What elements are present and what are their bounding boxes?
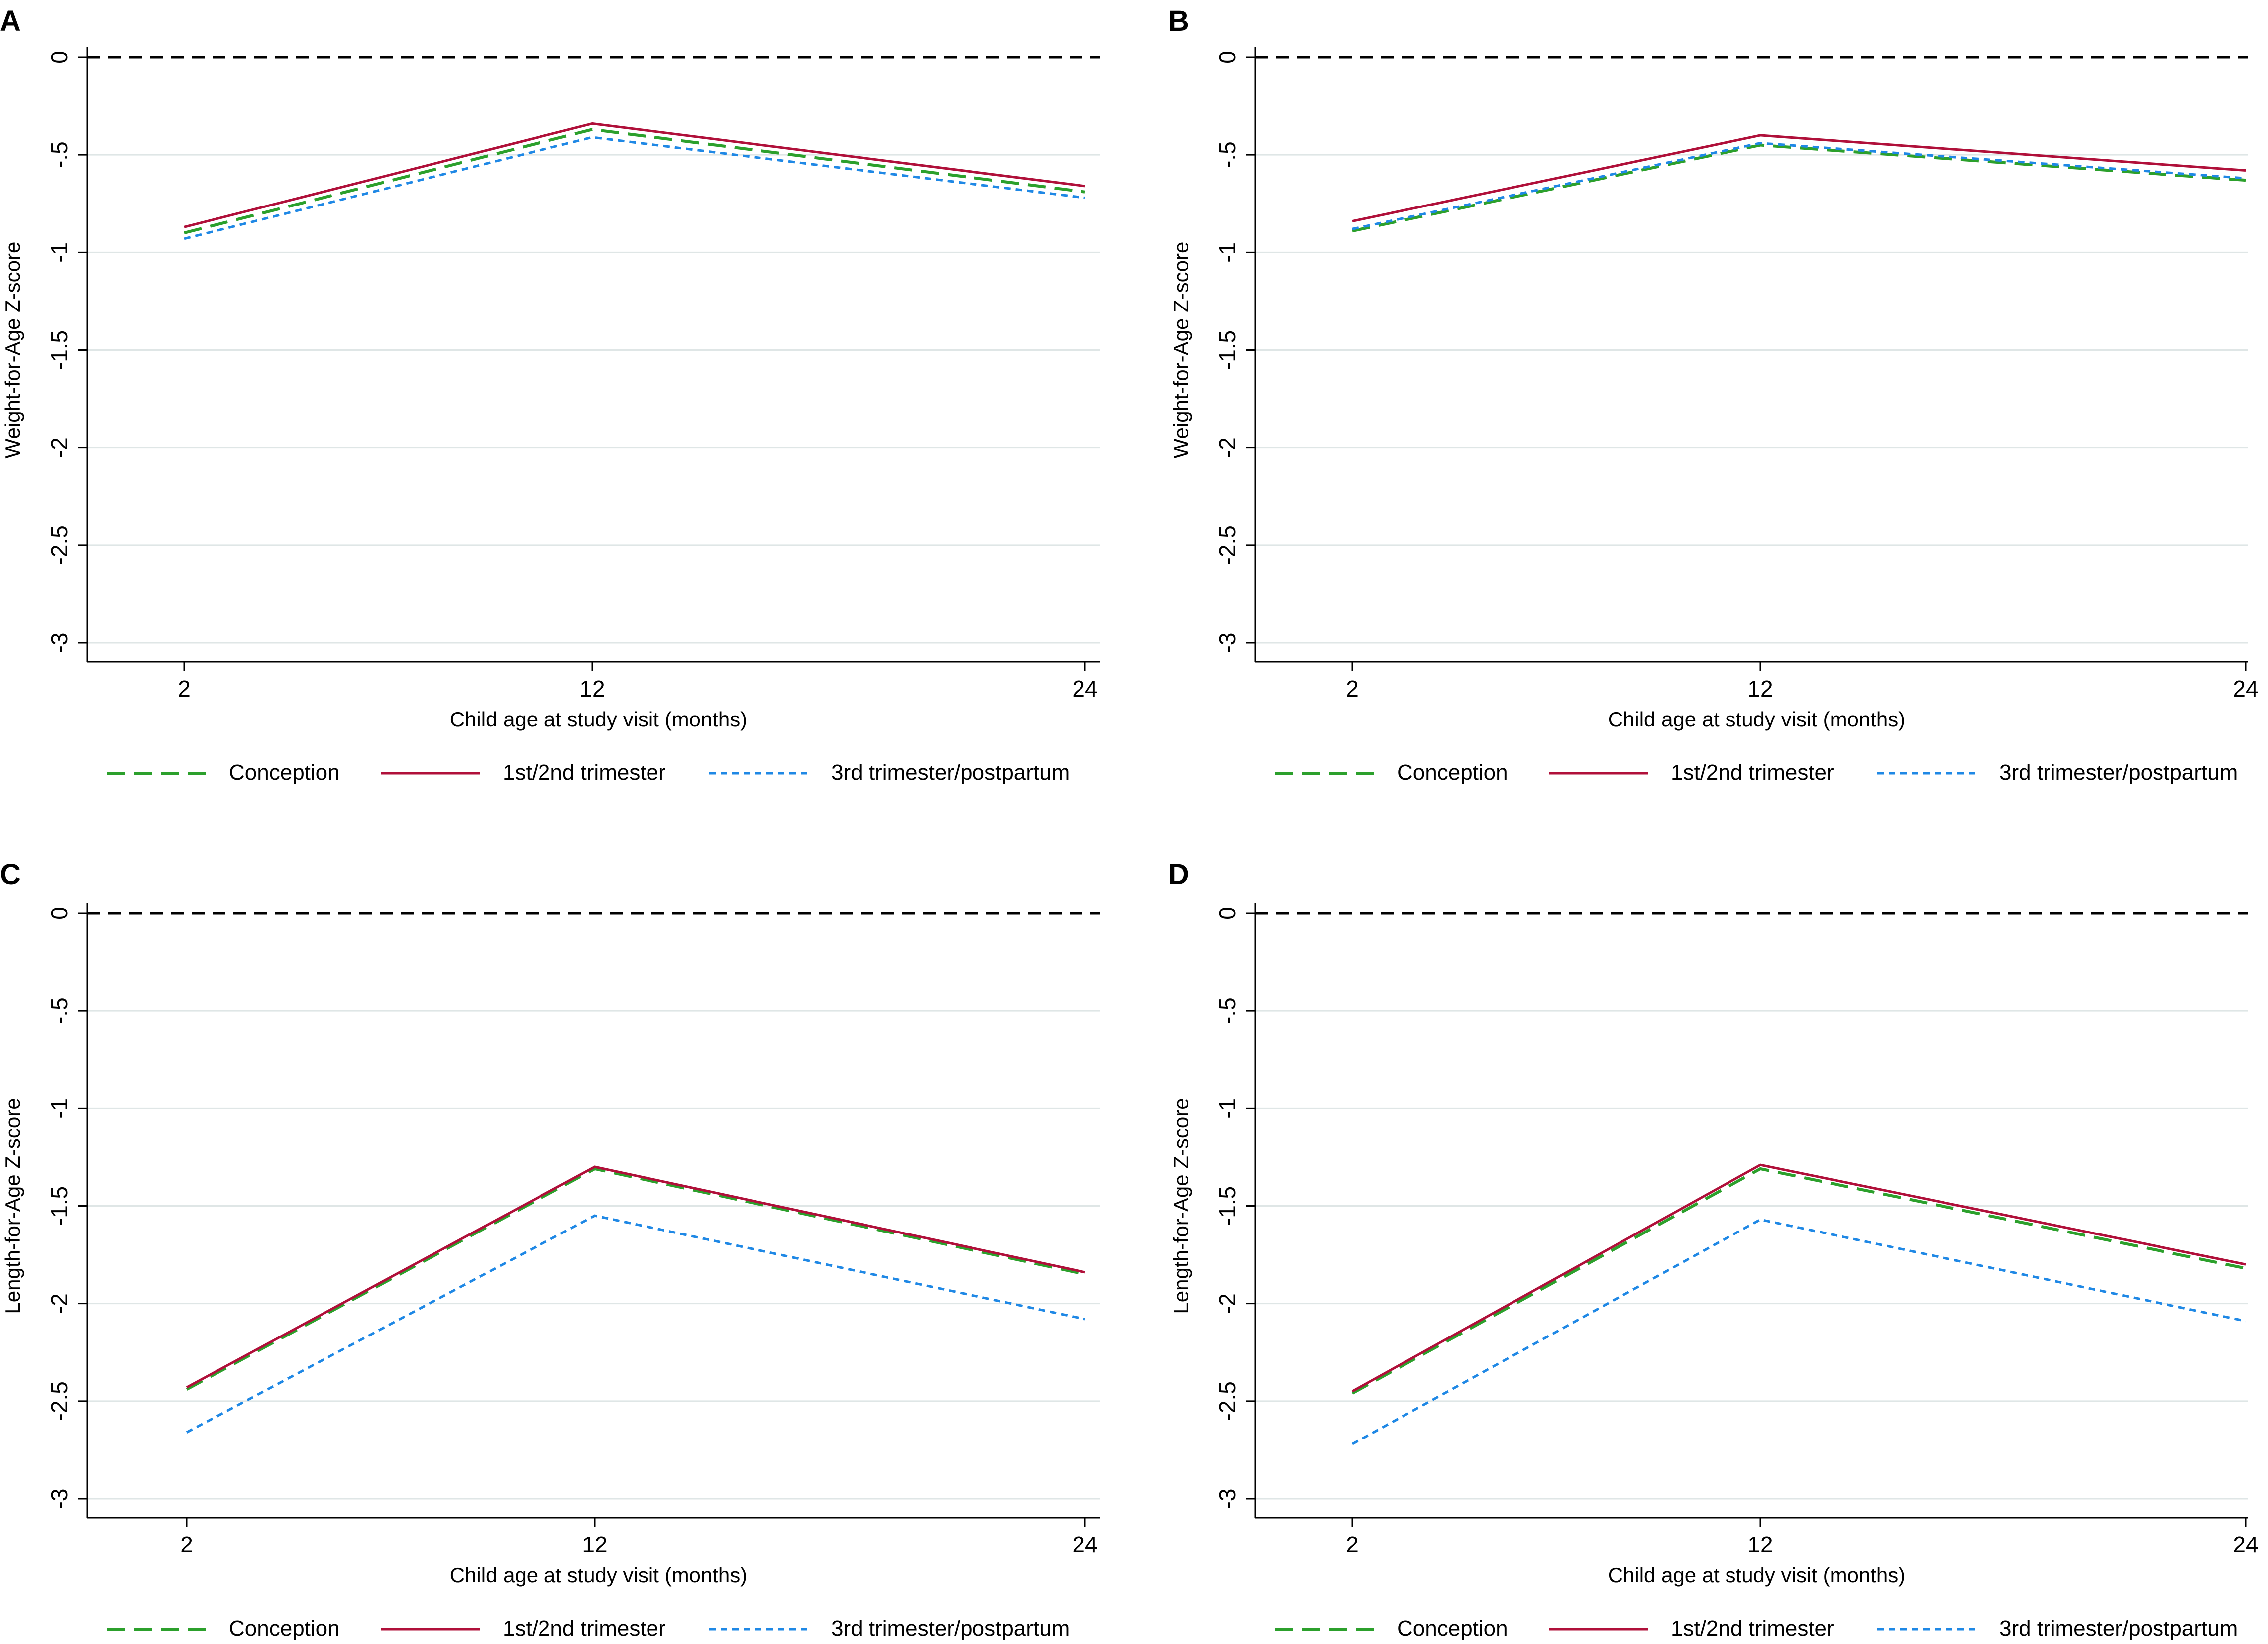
legend-label-conception: Conception bbox=[229, 1616, 340, 1641]
legend-label-third-trimester-postpartum: 3rd trimester/postpartum bbox=[831, 760, 1070, 785]
y-tick-label: 0 bbox=[1214, 51, 1240, 64]
y-tick-label: -2.5 bbox=[1214, 525, 1240, 565]
series-line-conception bbox=[1352, 143, 2246, 233]
y-axis-title: Weight-for-Age Z-score bbox=[1, 242, 24, 459]
series-line-third-trimester-postpartum bbox=[1351, 1218, 2246, 1445]
y-tick-label: -1 bbox=[1214, 1098, 1240, 1119]
y-tick-label: -2 bbox=[46, 437, 72, 458]
y-tick-label: -1.5 bbox=[46, 330, 72, 370]
y-tick-label: -3 bbox=[1214, 1489, 1240, 1509]
panel-b: B 0 -.5 -1 -1.5 -2 -2.5 -3 2 12 24 Child age at stu… bbox=[1168, 5, 2259, 785]
x-tick-label: 12 bbox=[1747, 1532, 1773, 1557]
x-axis-title: Child age at study visit (months) bbox=[1608, 708, 1906, 731]
legend-label-third-trimester-postpartum: 3rd trimester/postpartum bbox=[831, 1616, 1070, 1641]
legend-label-first-second-trimester: 1st/2nd trimester bbox=[503, 1616, 666, 1641]
series-line-conception bbox=[186, 1167, 1085, 1391]
series-line-first-second-trimester bbox=[1352, 134, 2246, 223]
y-tick-label: -1.5 bbox=[1214, 330, 1240, 370]
y-tick-label: -2.5 bbox=[1214, 1381, 1240, 1421]
y-tick-label: -1.5 bbox=[1214, 1186, 1240, 1226]
x-axis-title: Child age at study visit (months) bbox=[1608, 1563, 1906, 1587]
legend-label-third-trimester-postpartum: 3rd trimester/postpartum bbox=[1999, 760, 2238, 785]
y-tick-label: -3 bbox=[46, 1489, 72, 1509]
series-line-conception bbox=[1351, 1167, 2246, 1395]
legend-label-third-trimester-postpartum: 3rd trimester/postpartum bbox=[1999, 1616, 2238, 1641]
y-tick-label: -1 bbox=[46, 1098, 72, 1119]
legend: Conception 1st/2nd trimester 3rd trimester… bbox=[107, 760, 1070, 785]
x-tick-label: 2 bbox=[1346, 676, 1359, 702]
legend-label-first-second-trimester: 1st/2nd trimester bbox=[503, 760, 666, 785]
legend-label-conception: Conception bbox=[1397, 760, 1508, 785]
x-axis-title: Child age at study visit (months) bbox=[450, 1563, 748, 1587]
y-tick-label: -.5 bbox=[46, 141, 72, 168]
series-line-third-trimester-postpartum bbox=[186, 1214, 1085, 1434]
x-tick-label: 12 bbox=[579, 676, 605, 702]
x-tick-label: 12 bbox=[1747, 676, 1773, 702]
x-tick-label: 24 bbox=[1072, 676, 1097, 702]
legend-label-first-second-trimester: 1st/2nd trimester bbox=[1671, 760, 1834, 785]
y-axis-title: Length-for-Age Z-score bbox=[1169, 1098, 1192, 1314]
x-tick-label: 2 bbox=[178, 676, 191, 702]
y-tick-label: -2.5 bbox=[46, 525, 72, 565]
panel-letter: A bbox=[0, 5, 21, 37]
y-tick-label: -1.5 bbox=[46, 1186, 72, 1226]
x-tick-label: 24 bbox=[1072, 1532, 1097, 1557]
x-axis-title: Child age at study visit (months) bbox=[450, 708, 748, 731]
y-tick-label: -3 bbox=[1214, 633, 1240, 653]
series-line-first-second-trimester bbox=[186, 1165, 1085, 1389]
legend-label-conception: Conception bbox=[1397, 1616, 1508, 1641]
series-line-third-trimester-postpartum bbox=[184, 136, 1085, 240]
x-tick-label: 2 bbox=[180, 1532, 193, 1557]
y-tick-label: -2.5 bbox=[46, 1381, 72, 1421]
series-line-third-trimester-postpartum bbox=[1352, 142, 2246, 230]
panel-letter: B bbox=[1168, 5, 1189, 37]
y-tick-label: -1 bbox=[46, 242, 72, 263]
panel-letter: D bbox=[1168, 858, 1189, 891]
y-tick-label: -2 bbox=[1214, 437, 1240, 458]
panel-c: C 0 -.5 -1 -1.5 -2 -2.5 -3 2 12 24 Child age at stu… bbox=[0, 858, 1100, 1641]
x-tick-label: 24 bbox=[2233, 1532, 2258, 1557]
panel-d: D 0 -.5 -1 -1.5 -2 -2.5 -3 2 12 24 Child age at stu… bbox=[1168, 858, 2259, 1641]
x-tick-label: 2 bbox=[1346, 1532, 1359, 1557]
legend-label-conception: Conception bbox=[229, 760, 340, 785]
panel-a: A 0 -.5 -1 -1.5 -2 -2.5 -3 2 12 24 Child age at stu… bbox=[0, 5, 1100, 785]
legend: Conception 1st/2nd trimester 3rd trimester… bbox=[107, 1616, 1070, 1641]
x-tick-label: 24 bbox=[2233, 676, 2258, 702]
y-tick-label: 0 bbox=[46, 907, 72, 920]
y-tick-label: 0 bbox=[1214, 907, 1240, 920]
y-tick-label: -.5 bbox=[1214, 141, 1240, 168]
series-line-first-second-trimester bbox=[1351, 1163, 2246, 1393]
y-tick-label: 0 bbox=[46, 51, 72, 64]
y-tick-label: -2 bbox=[1214, 1293, 1240, 1314]
panel-letter: C bbox=[0, 858, 21, 891]
y-tick-label: -.5 bbox=[1214, 997, 1240, 1024]
y-tick-label: -2 bbox=[46, 1293, 72, 1314]
legend-label-first-second-trimester: 1st/2nd trimester bbox=[1671, 1616, 1834, 1641]
y-axis-title: Weight-for-Age Z-score bbox=[1169, 242, 1192, 459]
legend: Conception 1st/2nd trimester 3rd trimester… bbox=[1275, 1616, 2238, 1641]
legend: Conception 1st/2nd trimester 3rd trimester… bbox=[1275, 760, 2238, 785]
x-tick-label: 12 bbox=[582, 1532, 607, 1557]
y-tick-label: -3 bbox=[46, 633, 72, 653]
y-tick-label: -.5 bbox=[46, 997, 72, 1024]
y-axis-title: Length-for-Age Z-score bbox=[1, 1098, 24, 1314]
y-tick-label: -1 bbox=[1214, 242, 1240, 263]
